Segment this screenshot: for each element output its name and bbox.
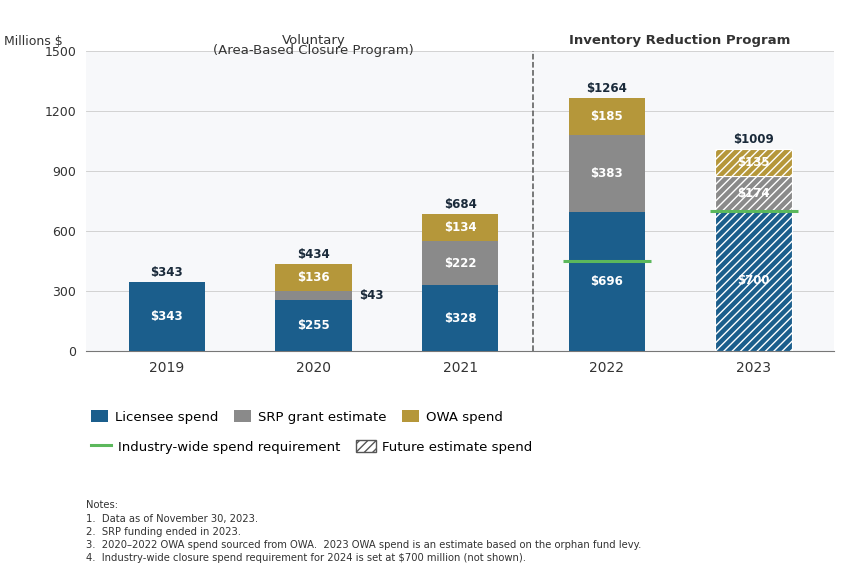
Text: $1264: $1264 xyxy=(587,82,627,95)
Bar xyxy=(128,282,205,351)
Text: $696: $696 xyxy=(590,275,624,288)
Text: Voluntary: Voluntary xyxy=(281,34,345,47)
Bar xyxy=(716,149,792,176)
Text: Millions $: Millions $ xyxy=(4,35,63,48)
Bar xyxy=(275,291,352,300)
Text: Inventory Reduction Program: Inventory Reduction Program xyxy=(569,34,791,47)
Bar xyxy=(422,214,498,241)
Text: $700: $700 xyxy=(737,275,770,288)
Bar xyxy=(568,98,645,135)
Text: $343: $343 xyxy=(150,267,183,280)
Bar xyxy=(275,264,352,291)
Bar xyxy=(716,211,792,351)
Text: $328: $328 xyxy=(444,312,476,325)
Text: $222: $222 xyxy=(444,256,476,269)
Text: $134: $134 xyxy=(444,221,476,234)
Text: $1009: $1009 xyxy=(733,133,774,146)
Text: $255: $255 xyxy=(297,319,329,332)
Text: $185: $185 xyxy=(591,110,624,123)
Bar xyxy=(568,135,645,212)
Bar xyxy=(568,212,645,351)
Legend: Industry-wide spend requirement, Future estimate spend: Industry-wide spend requirement, Future … xyxy=(86,435,538,459)
Text: $434: $434 xyxy=(297,248,329,261)
Bar xyxy=(275,300,352,351)
Text: (Area-Based Closure Program): (Area-Based Closure Program) xyxy=(213,44,414,57)
Text: $343: $343 xyxy=(150,310,183,323)
Text: Notes:
1.  Data as of November 30, 2023.
2.  SRP funding ended in 2023.
3.  2020: Notes: 1. Data as of November 30, 2023. … xyxy=(86,500,642,563)
Bar xyxy=(422,241,498,285)
Text: $174: $174 xyxy=(737,187,770,200)
Text: $684: $684 xyxy=(444,198,476,211)
Text: $135: $135 xyxy=(737,156,770,169)
Bar xyxy=(422,285,498,351)
Text: $136: $136 xyxy=(297,271,329,284)
Bar xyxy=(716,176,792,211)
Text: $43: $43 xyxy=(359,289,384,302)
Text: $383: $383 xyxy=(591,167,624,180)
